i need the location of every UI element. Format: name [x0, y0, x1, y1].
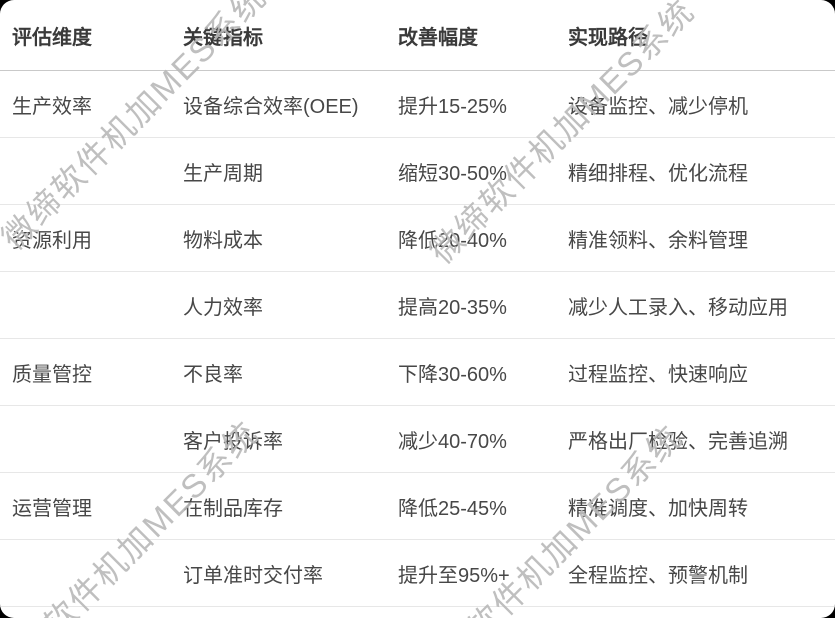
cell-path: 减少人工录入、移动应用 [556, 271, 835, 339]
cell-dimension [0, 539, 171, 607]
cell-improvement: 提高20-35% [386, 271, 556, 339]
cell-indicator: 设备综合效率(OEE) [171, 70, 386, 138]
cell-dimension [0, 405, 171, 473]
column-header-improvement: 改善幅度 [386, 0, 556, 71]
cell-indicator: 不良率 [171, 338, 386, 406]
cell-dimension: 生产效率 [0, 70, 171, 138]
cell-improvement: 提升至95%+ [386, 539, 556, 607]
cell-path: 精准调度、加快周转 [556, 472, 835, 540]
table-header-row: 评估维度 关键指标 改善幅度 实现路径 [0, 0, 835, 71]
column-header-path: 实现路径 [556, 0, 835, 71]
cell-improvement: 缩短30-50% [386, 137, 556, 205]
cell-indicator: 订单准时交付率 [171, 539, 386, 607]
table-row: 订单准时交付率 提升至95%+ 全程监控、预警机制 [0, 539, 835, 607]
cell-dimension: 资源利用 [0, 204, 171, 272]
cell-path: 设备监控、减少停机 [556, 70, 835, 138]
table-row: 运营管理 在制品库存 降低25-45% 精准调度、加快周转 [0, 472, 835, 540]
cell-dimension [0, 137, 171, 205]
table-row: 生产周期 缩短30-50% 精细排程、优化流程 [0, 137, 835, 205]
cell-indicator: 客户投诉率 [171, 405, 386, 473]
column-header-dimension: 评估维度 [0, 0, 171, 71]
cell-indicator: 生产周期 [171, 137, 386, 205]
table-row: 生产效率 设备综合效率(OEE) 提升15-25% 设备监控、减少停机 [0, 70, 835, 138]
cell-indicator: 物料成本 [171, 204, 386, 272]
cell-improvement: 提升15-25% [386, 70, 556, 138]
cell-path: 严格出厂检验、完善追溯 [556, 405, 835, 473]
cell-indicator: 在制品库存 [171, 472, 386, 540]
cell-path: 精准领料、余料管理 [556, 204, 835, 272]
cell-dimension: 运营管理 [0, 472, 171, 540]
table-row: 质量管控 不良率 下降30-60% 过程监控、快速响应 [0, 338, 835, 406]
table-row: 人力效率 提高20-35% 减少人工录入、移动应用 [0, 271, 835, 339]
table-row: 客户投诉率 减少40-70% 严格出厂检验、完善追溯 [0, 405, 835, 473]
cell-dimension [0, 271, 171, 339]
cell-path: 过程监控、快速响应 [556, 338, 835, 406]
column-header-indicator: 关键指标 [171, 0, 386, 71]
cell-path: 全程监控、预警机制 [556, 539, 835, 607]
cell-improvement: 降低25-45% [386, 472, 556, 540]
cell-improvement: 减少40-70% [386, 405, 556, 473]
cell-improvement: 降低20-40% [386, 204, 556, 272]
table-row: 资源利用 物料成本 降低20-40% 精准领料、余料管理 [0, 204, 835, 272]
cell-path: 精细排程、优化流程 [556, 137, 835, 205]
cell-improvement: 下降30-60% [386, 338, 556, 406]
cell-indicator: 人力效率 [171, 271, 386, 339]
cell-dimension: 质量管控 [0, 338, 171, 406]
